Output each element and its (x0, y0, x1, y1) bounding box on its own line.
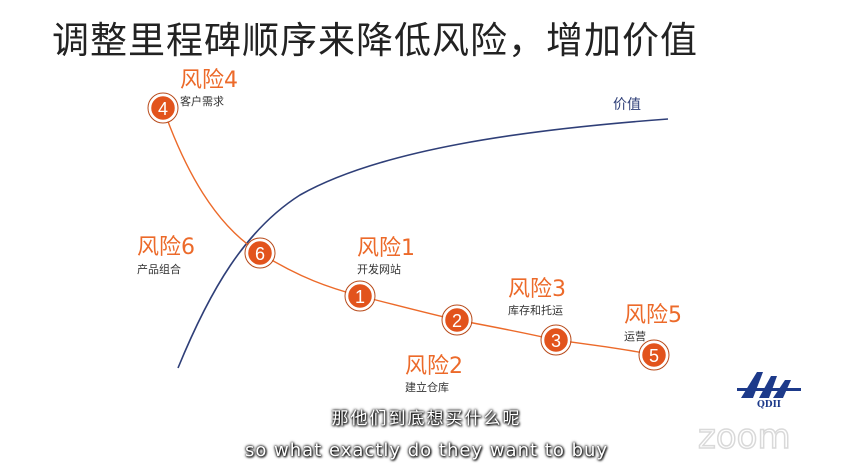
marker-number: 2 (452, 311, 462, 331)
milestone-marker-1: 1 (344, 280, 376, 312)
risk-6-title: 风险6 (137, 235, 195, 260)
risk-1-label: 开发网站 (357, 263, 401, 276)
qdii-logo: QDII (733, 368, 805, 424)
value-curve (177, 118, 669, 369)
qdii-logo-icon (737, 372, 801, 398)
risk-5-title: 风险5 (624, 303, 682, 328)
marker-number: 6 (255, 244, 265, 264)
marker-number: 5 (649, 346, 659, 366)
risk-1-title: 风险1 (357, 236, 415, 261)
marker-number: 1 (355, 287, 365, 307)
risk-6-label: 产品组合 (137, 263, 181, 276)
zoom-watermark: zoom (694, 416, 824, 458)
milestone-marker-6: 6 (244, 237, 276, 269)
risk-4-title: 风险4 (180, 68, 238, 93)
marker-number: 4 (158, 99, 168, 119)
risk-2-title: 风险2 (405, 354, 463, 379)
marker-number: 3 (551, 331, 561, 351)
subtitle-english: so what exactly do they want to buy (244, 440, 609, 461)
value-curve-label: 价值 (613, 97, 641, 113)
milestone-marker-4: 4 (147, 92, 179, 124)
risk-4-label: 客户需求 (180, 95, 224, 108)
milestone-marker-2: 2 (441, 304, 473, 336)
zoom-text: zoom (698, 417, 791, 456)
zoom-logo-icon: zoom (697, 416, 791, 458)
risk-2-label: 建立仓库 (405, 381, 449, 394)
risk-3-label: 库存和托运 (508, 304, 563, 317)
risk-5-label: 运营 (624, 330, 646, 343)
milestone-marker-3: 3 (540, 324, 572, 356)
risk-3-title: 风险3 (508, 277, 566, 302)
milestone-marker-5: 5 (638, 339, 670, 371)
subtitle-chinese: 那他们到底想买什么呢 (331, 409, 522, 429)
qdii-logo-text: QDII (756, 400, 782, 410)
slide-title: 调整里程碑顺序来降低风险，增加价值 (52, 19, 698, 62)
